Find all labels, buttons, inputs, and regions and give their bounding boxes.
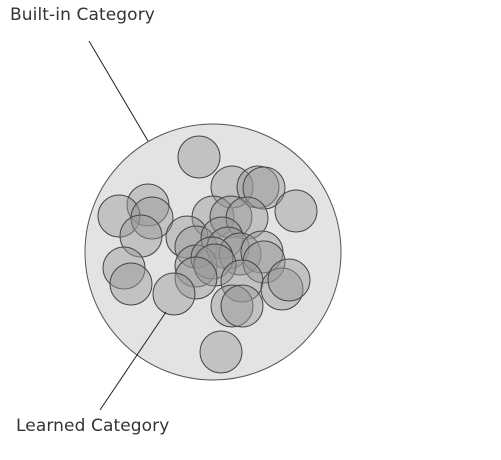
- learned-circle: [199, 330, 243, 374]
- learned-circle: [109, 262, 153, 306]
- learned-category-circles: [97, 135, 318, 374]
- learned-circle: [274, 189, 318, 233]
- built-in-category-label: Built-in Category: [10, 5, 155, 25]
- learned-circle: [177, 135, 221, 179]
- learned-circle: [174, 256, 218, 300]
- learned-circle: [220, 284, 264, 328]
- learned-circle: [174, 225, 218, 269]
- learned-circle: [242, 166, 286, 210]
- learned-circle: [97, 194, 141, 238]
- learned-leader-line: [99, 311, 167, 411]
- learned-circle: [242, 240, 286, 284]
- learned-category-label: Learned Category: [16, 416, 170, 436]
- learned-circle: [209, 195, 253, 239]
- learned-circle: [152, 272, 196, 316]
- learned-circle: [267, 258, 311, 302]
- learned-circle: [210, 284, 254, 328]
- learned-circle: [260, 267, 304, 311]
- learned-circle: [119, 214, 163, 258]
- built-in-leader-line: [88, 40, 149, 142]
- built-in-category-circle: [84, 123, 342, 381]
